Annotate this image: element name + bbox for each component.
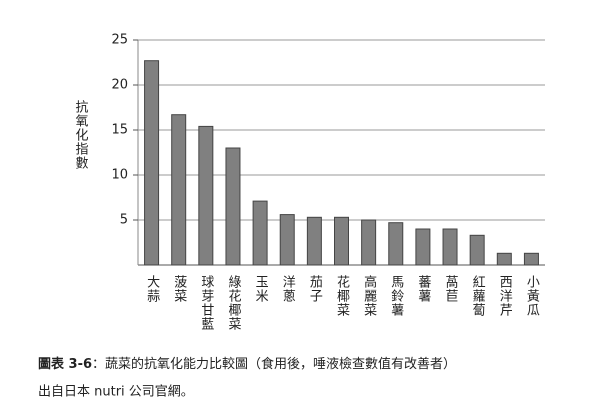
y-tick-label: 20 — [111, 78, 128, 93]
x-tick-label: 西洋芹 — [497, 275, 513, 317]
bar — [225, 147, 241, 266]
bar — [144, 60, 160, 266]
bar — [306, 216, 322, 266]
x-tick-label: 花椰菜 — [334, 274, 350, 317]
y-tick-label: 25 — [111, 33, 128, 48]
bar — [415, 228, 431, 266]
bar — [442, 228, 458, 266]
x-tick-label: 綠花椰菜 — [225, 275, 241, 331]
x-tick-label: 紅蘿蔔 — [470, 275, 486, 317]
x-tick-label: 高麗菜 — [361, 274, 377, 317]
bar — [388, 222, 404, 266]
bar — [334, 216, 349, 266]
bar — [171, 114, 187, 266]
bar — [496, 252, 512, 266]
x-tick-label: 馬鈴薯 — [388, 275, 404, 317]
x-tick-label: 菠菜 — [171, 275, 187, 303]
x-tick-label: 萵苣 — [443, 275, 459, 303]
bar — [279, 214, 295, 266]
caption-text: ：蔬菜的抗氧化能力比較圖（食用後，唾液檢查數值有改善者） — [92, 356, 456, 372]
caption: 圖表 3-6：蔬菜的抗氧化能力比較圖（食用後，唾液檢查數值有改善者） — [38, 356, 456, 372]
bar — [198, 125, 214, 266]
bar — [523, 252, 539, 266]
x-tick-label: 蕃薯 — [415, 275, 431, 303]
y-axis-label: 抗氧化指數 — [73, 100, 89, 170]
bar — [469, 234, 485, 266]
bar — [361, 219, 377, 266]
x-tick-label: 小黃瓜 — [524, 275, 540, 317]
x-tick-label: 茄子 — [307, 275, 323, 303]
y-tick-label: 15 — [111, 123, 128, 138]
bar — [252, 200, 268, 266]
y-tick-label: 5 — [120, 213, 128, 228]
x-tick-label: 球芽甘藍 — [198, 275, 214, 331]
source: 出自日本 nutri 公司官網。 — [38, 384, 194, 400]
x-tick-label: 大蒜 — [144, 275, 160, 303]
y-tick-label: 10 — [111, 168, 128, 183]
x-tick-label: 洋蔥 — [280, 275, 296, 303]
caption-label: 圖表 3-6 — [38, 356, 92, 372]
x-tick-label: 玉米 — [253, 275, 269, 303]
